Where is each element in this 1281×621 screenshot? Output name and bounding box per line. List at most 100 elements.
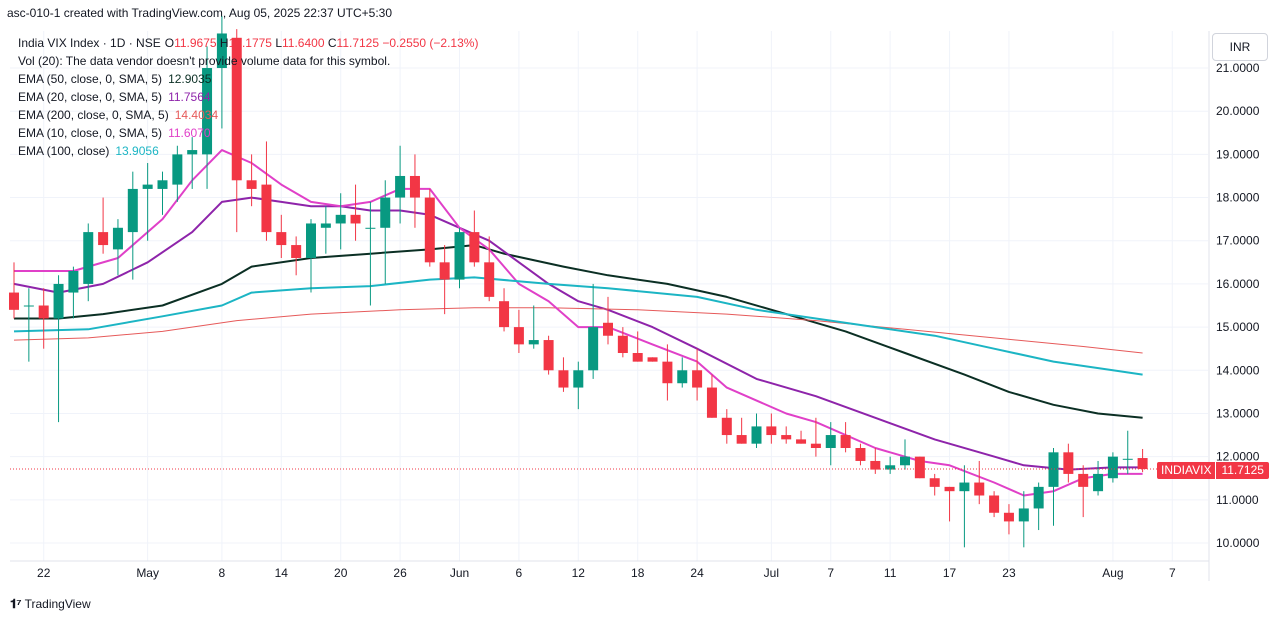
symbol-name[interactable]: India VIX Index · 1D · NSE [18, 36, 161, 50]
candle [53, 275, 64, 423]
ohlc-h-label: H [219, 36, 229, 50]
ema-20-row[interactable]: EMA (20, close, 0, SMA, 5) 11.7564 [18, 90, 211, 104]
ema-10-row[interactable]: EMA (10, close, 0, SMA, 5) 11.6070 [18, 126, 211, 140]
candle-body [127, 188, 138, 233]
candle-body [944, 486, 955, 492]
created-line: asc-010-1 created with TradingView.com, … [7, 6, 393, 20]
candle [944, 486, 955, 522]
candle-body [306, 223, 316, 259]
y-tick-label: 21.0000 [1216, 61, 1260, 75]
ema-line [14, 244, 1143, 419]
x-tick-label: 8 [219, 566, 226, 580]
y-tick-label: 17.0000 [1216, 234, 1260, 248]
grid-lines [10, 31, 1208, 561]
candle [1018, 491, 1029, 548]
ema-200-value: 14.4034 [174, 108, 219, 122]
candle [692, 348, 703, 401]
candle [1078, 465, 1089, 518]
candle-body [320, 223, 331, 228]
footer-brand[interactable]: 𝟏⁷ TradingView [10, 596, 91, 612]
candle-body [974, 482, 985, 496]
ema-50-row[interactable]: EMA (50, close, 0, SMA, 5) 12.9035 [18, 72, 212, 86]
candle-body [1048, 452, 1059, 487]
x-tick-label: 12 [572, 566, 586, 580]
candle-body [543, 340, 554, 371]
candle-body [573, 370, 584, 388]
candle-body [766, 426, 777, 436]
ema-100-row[interactable]: EMA (100, close) 13.9056 [18, 144, 159, 158]
candle [1003, 504, 1014, 535]
candle-body [38, 305, 49, 319]
candle [914, 456, 925, 479]
y-tick-label: 16.0000 [1216, 277, 1260, 291]
price-tag-symbol: INDIAVIX [1157, 462, 1216, 479]
brand-name: TradingView [24, 597, 91, 611]
x-tick-label: 17 [943, 566, 957, 580]
candle-body [350, 214, 361, 224]
candle-body [439, 262, 450, 280]
x-tick-label: 18 [631, 566, 645, 580]
x-tick-label: Jun [450, 566, 469, 580]
candle-body [706, 387, 717, 418]
candle [172, 145, 183, 202]
tradingview-logo-icon: 𝟏⁷ [10, 596, 22, 611]
candle [216, 16, 227, 129]
candle-body [291, 245, 302, 259]
candle-body [9, 292, 19, 310]
candle-body [484, 262, 495, 297]
ohlc-c-label: C [327, 36, 337, 50]
candle [350, 184, 361, 241]
candle [825, 422, 836, 466]
candle-body [855, 448, 866, 461]
candle-body [914, 456, 925, 479]
candle-body [142, 184, 153, 189]
candle [1122, 430, 1133, 474]
candle-body [900, 456, 910, 466]
candle-body [23, 305, 34, 307]
candle [1033, 482, 1044, 531]
candle [528, 305, 539, 349]
candle [98, 197, 109, 254]
candle [127, 171, 138, 280]
candle-body [617, 335, 628, 354]
currency-button[interactable]: INR [1212, 33, 1268, 61]
candle [588, 283, 599, 379]
volume-note: Vol (20): The data vendor doesn't provid… [18, 54, 391, 68]
candle [9, 262, 19, 319]
candle-body [365, 227, 376, 229]
candle [365, 201, 376, 306]
candle-body [558, 370, 569, 388]
candle-body [989, 495, 1000, 513]
candle-body [721, 417, 732, 436]
candle-body [187, 150, 198, 155]
candle [187, 137, 198, 189]
candle-body [1107, 456, 1118, 479]
candle-body [840, 435, 851, 449]
y-tick-label: 11.0000 [1216, 493, 1259, 507]
candle [112, 219, 123, 276]
ohlc-change: −0.2550 (−2.13%) [382, 36, 479, 50]
candle-body [395, 175, 406, 198]
candle [306, 219, 316, 293]
candle [677, 357, 688, 388]
ema-20-value: 11.7564 [168, 90, 211, 104]
candle-body [513, 327, 524, 345]
candle-body [825, 435, 836, 449]
x-tick-label: 14 [275, 566, 289, 580]
candle-body [870, 460, 881, 470]
x-tick-label: 24 [690, 566, 704, 580]
candle-body [68, 270, 79, 293]
candle [810, 417, 821, 457]
candle-body [454, 232, 465, 280]
ema-200-row[interactable]: EMA (200, close, 0, SMA, 5) 14.4034 [18, 108, 219, 122]
candle [231, 29, 242, 233]
candle [617, 327, 628, 358]
candle-body [647, 357, 658, 362]
candle [320, 206, 331, 254]
candle-body [751, 426, 762, 444]
candle [573, 361, 584, 410]
candle [721, 409, 732, 444]
chart-legend: India VIX Index · 1D · NSE O11.9675 H12.… [18, 34, 478, 160]
candle [409, 154, 420, 228]
